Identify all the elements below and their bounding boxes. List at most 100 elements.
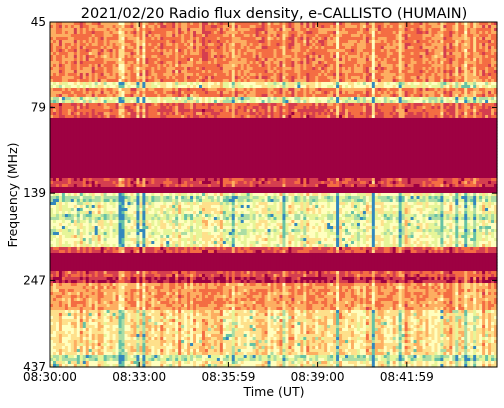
heatmap-cell <box>50 22 54 26</box>
heatmap-cell <box>491 61 495 65</box>
heatmap-cell <box>428 49 433 53</box>
heatmap-cell <box>294 46 298 50</box>
heatmap-cell <box>350 46 355 50</box>
heatmap-cell <box>157 31 161 35</box>
heatmap-cell <box>324 37 328 41</box>
heatmap-cell <box>446 31 450 35</box>
heatmap-cell <box>434 46 438 50</box>
heatmap-cell <box>70 40 75 44</box>
heatmap-cell <box>264 49 269 53</box>
heatmap-cell <box>210 49 215 53</box>
heatmap-cell <box>79 49 84 53</box>
heatmap-cell <box>443 52 447 56</box>
heatmap-cell <box>455 58 459 62</box>
heatmap-cell <box>437 61 441 65</box>
heatmap-cell <box>231 31 236 35</box>
heatmap-cell <box>76 64 81 68</box>
heatmap-cell <box>336 61 340 65</box>
heatmap-cell <box>330 52 334 56</box>
heatmap-cell <box>246 22 251 26</box>
heatmap-cell <box>204 22 209 26</box>
heatmap-cell <box>476 28 480 32</box>
heatmap-cell <box>121 22 126 26</box>
heatmap-cell <box>103 40 108 44</box>
heatmap-cell <box>258 55 263 59</box>
heatmap-cell <box>425 37 430 41</box>
heatmap-cell <box>288 37 292 41</box>
heatmap-cell <box>160 31 164 35</box>
heatmap-cell <box>240 28 245 32</box>
heatmap-cell <box>327 25 331 29</box>
heatmap-cell <box>210 34 215 38</box>
heatmap-cell <box>330 46 334 50</box>
heatmap-cell <box>345 22 349 26</box>
heatmap-cell <box>461 37 465 41</box>
heatmap-cell <box>139 52 143 56</box>
heatmap-cell <box>479 25 483 29</box>
heatmap-cell <box>264 52 269 56</box>
heatmap-cell <box>327 49 331 53</box>
heatmap-cell <box>204 43 209 47</box>
heatmap-cell <box>115 43 120 47</box>
heatmap-cell <box>127 34 132 38</box>
heatmap-cell <box>416 49 421 53</box>
heatmap-cell <box>285 31 289 35</box>
heatmap-cell <box>300 40 304 44</box>
heatmap-cell <box>285 46 289 50</box>
heatmap-cell <box>336 34 340 38</box>
heatmap-cell <box>348 49 352 53</box>
heatmap-cell <box>169 61 173 65</box>
heatmap-cell <box>434 34 438 38</box>
heatmap-cell <box>255 49 260 53</box>
heatmap-cell <box>315 46 319 50</box>
heatmap-cell <box>145 40 149 44</box>
heatmap-cell <box>142 34 146 38</box>
heatmap-cell <box>115 34 120 38</box>
heatmap-cell <box>294 25 298 29</box>
heatmap-cell <box>479 46 483 50</box>
heatmap-cell <box>431 31 436 35</box>
heatmap-cell <box>294 37 298 41</box>
heatmap-cell <box>61 22 66 26</box>
heatmap-cell <box>255 61 260 65</box>
heatmap-cell <box>225 40 230 44</box>
heatmap-cell <box>362 34 367 38</box>
heatmap-cell <box>130 58 135 62</box>
heatmap-cell <box>443 37 447 41</box>
heatmap-cell <box>419 52 424 56</box>
heatmap-cell <box>315 61 319 65</box>
heatmap-cell <box>252 49 257 53</box>
heatmap-cell <box>395 25 400 29</box>
heatmap-cell <box>184 37 188 41</box>
heatmap-cell <box>216 64 221 68</box>
heatmap-cell <box>70 49 75 53</box>
heatmap-cell <box>219 34 224 38</box>
heatmap-cell <box>491 58 495 62</box>
heatmap-cell <box>154 64 158 68</box>
heatmap-cell <box>452 25 456 29</box>
heatmap-cell <box>383 31 388 35</box>
heatmap-cell <box>458 25 462 29</box>
heatmap-cell <box>193 43 197 47</box>
heatmap-cell <box>368 64 373 68</box>
heatmap-cell <box>342 25 346 29</box>
heatmap-cell <box>494 64 498 68</box>
heatmap-cell <box>491 28 495 32</box>
heatmap-cell <box>291 31 295 35</box>
heatmap-cell <box>118 52 123 56</box>
heatmap-cell <box>356 28 361 32</box>
heatmap-cell <box>249 58 254 62</box>
heatmap-cell <box>240 64 245 68</box>
heatmap-cell <box>82 64 87 68</box>
heatmap-cell <box>425 55 430 59</box>
heatmap-cell <box>228 25 233 29</box>
heatmap-cell <box>371 61 376 65</box>
heatmap-cell <box>303 34 307 38</box>
heatmap-cell <box>312 28 316 32</box>
heatmap-cell <box>148 22 152 26</box>
heatmap-cell <box>148 25 152 29</box>
heatmap-cell <box>291 34 295 38</box>
heatmap-cell <box>273 40 278 44</box>
heatmap-cell <box>434 37 438 41</box>
heatmap-cell <box>50 55 54 59</box>
